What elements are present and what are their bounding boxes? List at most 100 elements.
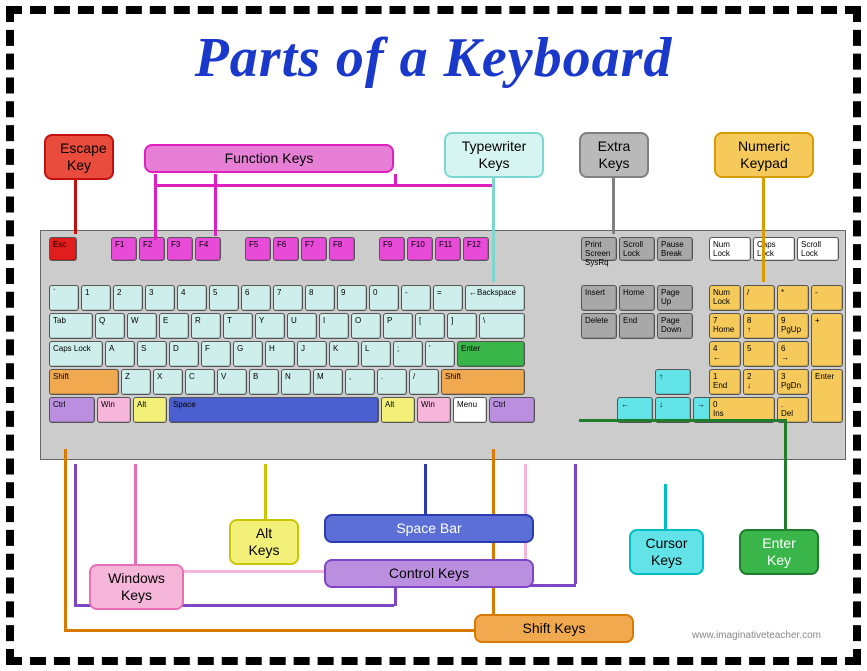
connector	[74, 464, 77, 604]
key-r3-3: D	[169, 341, 199, 367]
key-r3-10: ;	[393, 341, 423, 367]
key-r2-3: E	[159, 313, 189, 339]
key-r3-11: '	[425, 341, 455, 367]
key-f8: F8	[329, 237, 355, 261]
connector	[579, 419, 787, 422]
key-r1-9: 9	[337, 285, 367, 311]
key-r4-4: V	[217, 369, 247, 395]
key-f11: F11	[435, 237, 461, 261]
lock-ind-2: Scroll Lock	[797, 237, 839, 261]
key-r2-2: W	[127, 313, 157, 339]
key-r2-5: T	[223, 313, 253, 339]
key-r2-11: [	[415, 313, 445, 339]
lock-ind-0: Num Lock	[709, 237, 751, 261]
key-r2-4: R	[191, 313, 221, 339]
np0-3: -	[811, 285, 843, 311]
key-f6: F6	[273, 237, 299, 261]
label-typewriter: Typewriter Keys	[444, 132, 544, 178]
np3-3: Enter	[811, 369, 843, 423]
label-shift: Shift Keys	[474, 614, 634, 643]
key-r5-6: Menu	[453, 397, 487, 423]
connector	[762, 172, 765, 282]
key-r3-0: Caps Lock	[49, 341, 103, 367]
key-r1-11: -	[401, 285, 431, 311]
key-f2: F2	[139, 237, 165, 261]
key-r5-2: Alt	[133, 397, 167, 423]
nav2-0: Delete	[581, 313, 617, 339]
nav1-0: Insert	[581, 285, 617, 311]
key-r3-7: J	[297, 341, 327, 367]
label-extra: Extra Keys	[579, 132, 649, 178]
key-r1-12: =	[433, 285, 463, 311]
connector	[574, 464, 577, 584]
np3-0: 1 End	[709, 369, 741, 395]
key-f12: F12	[463, 237, 489, 261]
key-r4-9: .	[377, 369, 407, 395]
key-f10: F10	[407, 237, 433, 261]
key-r4-1: Z	[121, 369, 151, 395]
key-r4-2: X	[153, 369, 183, 395]
key-r5-1: Win	[97, 397, 131, 423]
np0-1: /	[743, 285, 775, 311]
key-f1: F1	[111, 237, 137, 261]
key-r1-7: 7	[273, 285, 303, 311]
key-r1-5: 5	[209, 285, 239, 311]
key-r2-9: O	[351, 313, 381, 339]
label-space: Space Bar	[324, 514, 534, 543]
np2-1: 5	[743, 341, 775, 367]
key-f4: F4	[195, 237, 221, 261]
connector	[64, 629, 494, 632]
key-f9: F9	[379, 237, 405, 261]
key-r4-10: /	[409, 369, 439, 395]
label-cursor: Cursor Keys	[629, 529, 704, 575]
np1-2: 9 PgUp	[777, 313, 809, 339]
key-r4-6: N	[281, 369, 311, 395]
key-r3-5: G	[233, 341, 263, 367]
connector	[664, 484, 667, 532]
np1-0: 7 Home	[709, 313, 741, 339]
key-r1-4: 4	[177, 285, 207, 311]
key-r3-12: Enter	[457, 341, 525, 367]
key-r3-4: F	[201, 341, 231, 367]
connector	[134, 464, 137, 568]
key-r4-11: Shift	[441, 369, 525, 395]
label-escape: Escape Key	[44, 134, 114, 180]
key-r5-7: Ctrl	[489, 397, 535, 423]
connector	[784, 419, 787, 531]
key-f5: F5	[245, 237, 271, 261]
np1-3: +	[811, 313, 843, 367]
key-r5-5: Win	[417, 397, 451, 423]
connector	[492, 172, 495, 282]
np2-2: 6 →	[777, 341, 809, 367]
nav1-1: Home	[619, 285, 655, 311]
key-extra-1: Scroll Lock	[619, 237, 655, 261]
key-r2-8: I	[319, 313, 349, 339]
key-r3-9: L	[361, 341, 391, 367]
connector	[424, 464, 427, 518]
key-r3-6: H	[265, 341, 295, 367]
key-r3-2: S	[137, 341, 167, 367]
np2-0: 4 ←	[709, 341, 741, 367]
np3-2: 3 PgDn	[777, 369, 809, 395]
key-r1-8: 8	[305, 285, 335, 311]
keyboard-body: EscF1F2F3F4F5F6F7F8F9F10F11F12Print Scre…	[40, 230, 846, 460]
key-r3-1: A	[105, 341, 135, 367]
key-r3-8: K	[329, 341, 359, 367]
key-f3: F3	[167, 237, 193, 261]
arrow-up: ↑	[655, 369, 691, 395]
lock-ind-1: Caps Lock	[753, 237, 795, 261]
nav2-2: Page Down	[657, 313, 693, 339]
key-extra-2: Pause Break	[657, 237, 693, 261]
key-r1-2: 2	[113, 285, 143, 311]
connector	[64, 449, 67, 629]
label-numeric: Numeric Keypad	[714, 132, 814, 178]
connector	[264, 464, 267, 522]
label-windows: Windows Keys	[89, 564, 184, 610]
nav1-2: Page Up	[657, 285, 693, 311]
key-r5-0: Ctrl	[49, 397, 95, 423]
nav2-1: End	[619, 313, 655, 339]
credit-text: www.imaginativeteacher.com	[692, 630, 821, 641]
connector	[612, 172, 615, 234]
key-esc: Esc	[49, 237, 77, 261]
label-function: Function Keys	[144, 144, 394, 173]
